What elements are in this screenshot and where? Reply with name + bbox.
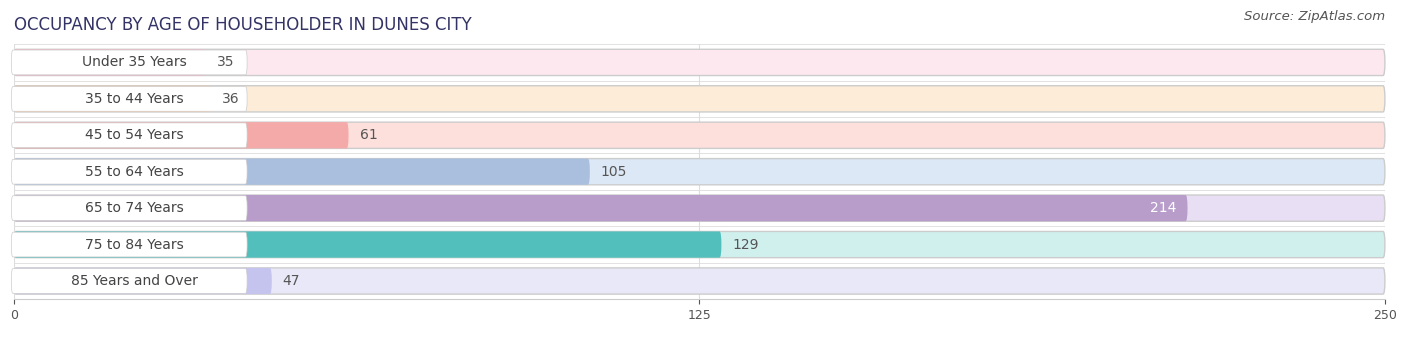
Text: 85 Years and Over: 85 Years and Over	[72, 274, 198, 288]
Text: 35 to 44 Years: 35 to 44 Years	[86, 92, 184, 106]
Text: 65 to 74 Years: 65 to 74 Years	[86, 201, 184, 215]
Text: Source: ZipAtlas.com: Source: ZipAtlas.com	[1244, 10, 1385, 23]
Text: 75 to 84 Years: 75 to 84 Years	[86, 238, 184, 252]
FancyBboxPatch shape	[14, 49, 207, 75]
Text: 129: 129	[733, 238, 759, 252]
FancyBboxPatch shape	[14, 86, 211, 112]
FancyBboxPatch shape	[11, 86, 247, 111]
Text: 35: 35	[217, 55, 235, 69]
FancyBboxPatch shape	[14, 122, 349, 148]
FancyBboxPatch shape	[14, 268, 271, 294]
Text: Under 35 Years: Under 35 Years	[83, 55, 187, 69]
Text: 45 to 54 Years: 45 to 54 Years	[86, 128, 184, 142]
FancyBboxPatch shape	[11, 269, 247, 293]
Text: 214: 214	[1150, 201, 1177, 215]
Text: 105: 105	[600, 165, 627, 179]
Text: 55 to 64 Years: 55 to 64 Years	[86, 165, 184, 179]
FancyBboxPatch shape	[14, 86, 1385, 112]
Text: 36: 36	[222, 92, 240, 106]
FancyBboxPatch shape	[14, 195, 1385, 221]
FancyBboxPatch shape	[11, 123, 247, 148]
FancyBboxPatch shape	[14, 158, 591, 185]
FancyBboxPatch shape	[11, 50, 247, 75]
FancyBboxPatch shape	[14, 232, 721, 258]
FancyBboxPatch shape	[14, 49, 1385, 75]
Text: 47: 47	[283, 274, 301, 288]
Text: OCCUPANCY BY AGE OF HOUSEHOLDER IN DUNES CITY: OCCUPANCY BY AGE OF HOUSEHOLDER IN DUNES…	[14, 16, 472, 34]
FancyBboxPatch shape	[11, 159, 247, 184]
FancyBboxPatch shape	[14, 195, 1188, 221]
FancyBboxPatch shape	[11, 196, 247, 221]
FancyBboxPatch shape	[14, 268, 1385, 294]
FancyBboxPatch shape	[14, 232, 1385, 258]
FancyBboxPatch shape	[11, 232, 247, 257]
Text: 61: 61	[360, 128, 377, 142]
FancyBboxPatch shape	[14, 122, 1385, 148]
FancyBboxPatch shape	[14, 158, 1385, 185]
